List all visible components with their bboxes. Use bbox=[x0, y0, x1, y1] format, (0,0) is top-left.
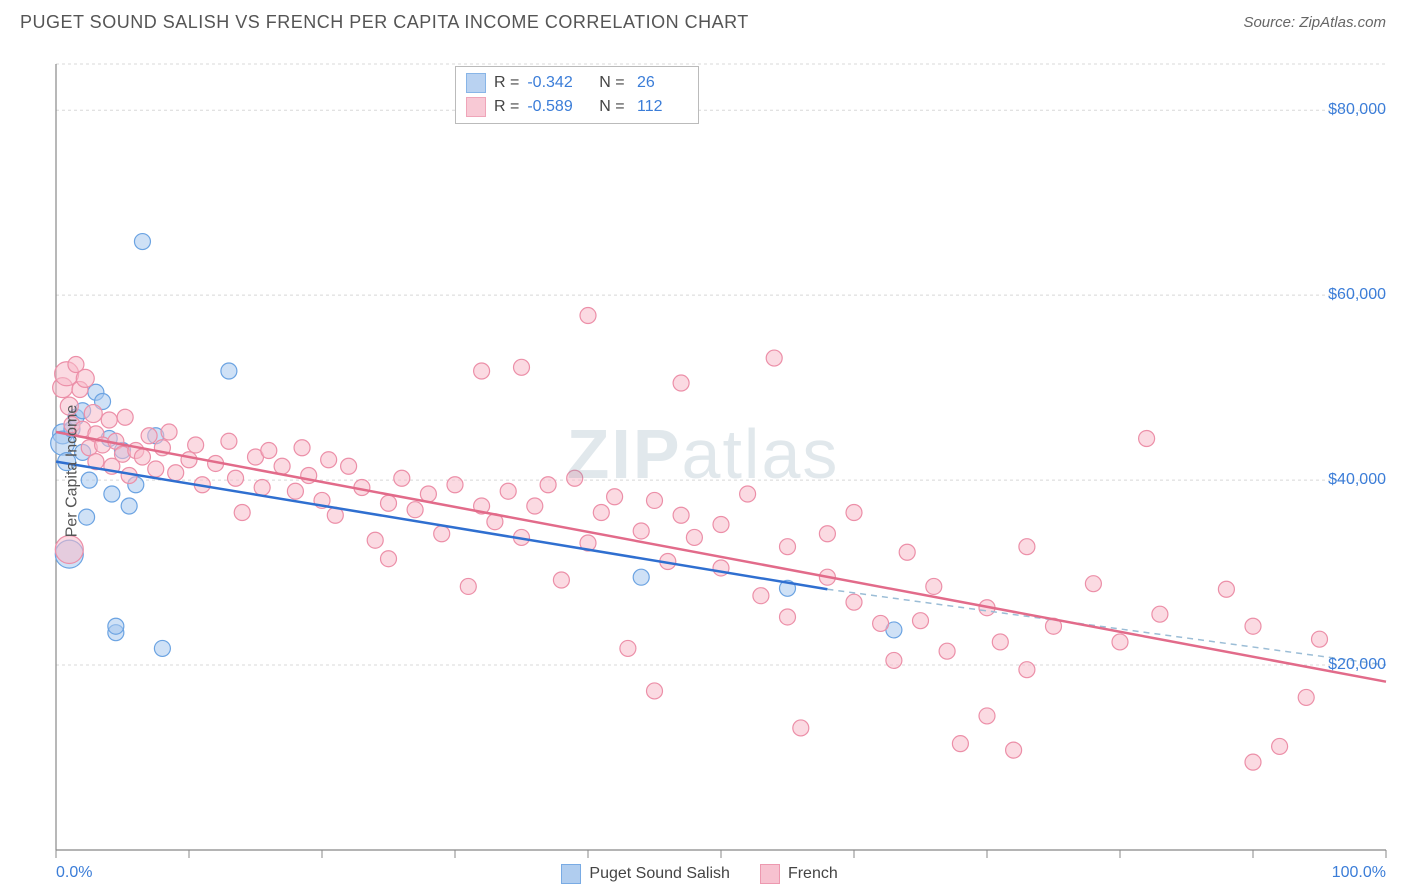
y-axis-label: Per Capita Income bbox=[63, 405, 81, 538]
y-tick-label: $20,000 bbox=[1328, 656, 1386, 674]
y-tick-label: $80,000 bbox=[1328, 101, 1386, 119]
legend-row: R = -0.589 N = 112 bbox=[466, 95, 688, 119]
x-axis-min-label: 0.0% bbox=[56, 864, 92, 882]
legend-item: Puget Sound Salish bbox=[561, 864, 730, 884]
y-tick-label: $40,000 bbox=[1328, 471, 1386, 489]
x-axis-max-label: 100.0% bbox=[1332, 864, 1386, 882]
chart-title: PUGET SOUND SALISH VS FRENCH PER CAPITA … bbox=[20, 12, 749, 33]
source-label: Source: ZipAtlas.com bbox=[1243, 14, 1386, 31]
legend-item: French bbox=[760, 864, 838, 884]
scatter-plot bbox=[0, 50, 1406, 892]
series-legend: Puget Sound Salish French bbox=[561, 864, 837, 884]
y-tick-label: $60,000 bbox=[1328, 286, 1386, 304]
chart-area: Per Capita Income ZIPatlas R = -0.342 N … bbox=[0, 50, 1406, 892]
legend-row: R = -0.342 N = 26 bbox=[466, 71, 688, 95]
stats-legend: R = -0.342 N = 26R = -0.589 N = 112 bbox=[455, 66, 699, 124]
